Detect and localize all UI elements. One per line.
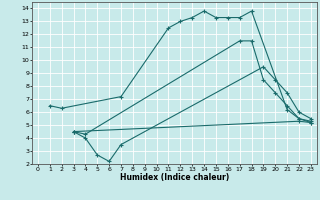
X-axis label: Humidex (Indice chaleur): Humidex (Indice chaleur) — [120, 173, 229, 182]
